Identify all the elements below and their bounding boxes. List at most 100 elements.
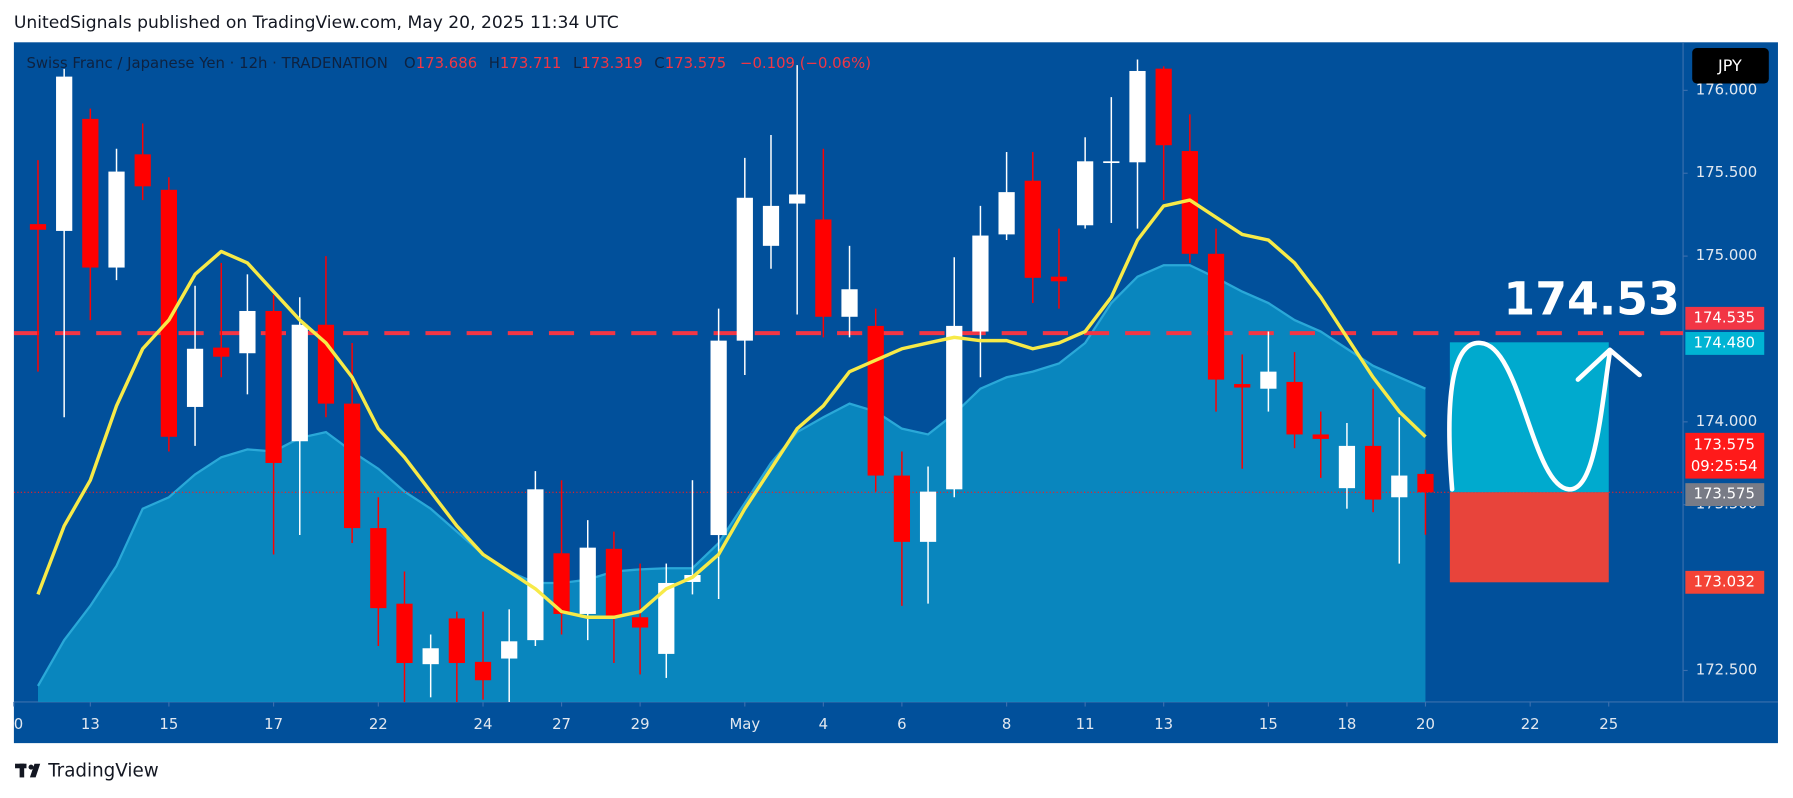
- legend: Swiss Franc / Japanese Yen · 12h · TRADE…: [26, 54, 871, 72]
- legend-key: H: [489, 54, 500, 72]
- candle-body: [815, 219, 832, 317]
- brand-logo: [15, 763, 41, 778]
- candle-body: [605, 548, 623, 618]
- y-tick-label: 175.000: [1696, 246, 1757, 264]
- brand-name: TradingView: [47, 761, 159, 782]
- legend-key: O: [404, 54, 416, 72]
- x-tick-label: 11: [1076, 715, 1095, 733]
- legend-key: C: [654, 54, 664, 72]
- x-tick-label: 22: [1521, 715, 1540, 733]
- candle-body: [1364, 445, 1382, 500]
- candle-body: [186, 348, 204, 407]
- x-tick-label: 15: [159, 715, 178, 733]
- candle-body: [474, 661, 492, 681]
- candle-body: [501, 641, 518, 659]
- x-tick-label: 15: [1259, 715, 1278, 733]
- candle-body: [1234, 384, 1251, 388]
- candle-body: [1181, 151, 1198, 254]
- candle-body: [317, 324, 335, 404]
- logo-part: [19, 763, 25, 778]
- current-price-tag-box: [1685, 432, 1765, 479]
- x-tick-label: 27: [552, 715, 571, 733]
- candle-body: [239, 310, 256, 354]
- current-price-tag-label: 173.575: [1693, 435, 1754, 453]
- candle-body: [1260, 371, 1277, 389]
- candle-body: [893, 475, 911, 542]
- candle-body: [56, 76, 73, 231]
- x-tick-label: 24: [474, 715, 493, 733]
- legend-key: L: [573, 54, 582, 72]
- entry-tag-box: [1685, 483, 1765, 507]
- candle-body: [1077, 161, 1094, 226]
- candle-body: [29, 224, 47, 230]
- target-tag-box: [1685, 332, 1765, 355]
- logo-part: [28, 764, 34, 770]
- candle-body: [422, 648, 439, 665]
- resistance-tag-box: [1685, 306, 1765, 330]
- candle-body: [160, 189, 177, 437]
- stop-tag-box: [1685, 570, 1765, 594]
- currency-button[interactable]: [1692, 48, 1769, 84]
- legend-value: 173.711: [500, 54, 561, 72]
- candle-body: [82, 118, 99, 268]
- candle-body: [658, 582, 675, 654]
- candle-body: [344, 403, 361, 529]
- candle-body: [134, 154, 151, 187]
- entry-tag-label: 173.575: [1693, 485, 1754, 503]
- candle-body: [579, 547, 596, 614]
- x-tick-label: 8: [1002, 715, 1011, 733]
- legend-value: 173.319: [581, 54, 642, 72]
- candle-body: [841, 289, 858, 317]
- logo-part: [29, 763, 41, 778]
- stop-tag-label: 173.032: [1693, 572, 1754, 590]
- x-tick-label: 18: [1337, 715, 1356, 733]
- x-tick-label: 0: [14, 715, 23, 733]
- candle-body: [1050, 276, 1068, 282]
- candle-body: [1286, 381, 1303, 435]
- candle-body: [972, 235, 989, 332]
- candle-body: [631, 617, 649, 628]
- target-zone: [1449, 342, 1609, 493]
- candle-body: [1312, 434, 1329, 439]
- candle-body: [1155, 68, 1172, 146]
- candle-body: [1338, 445, 1356, 489]
- candle-body: [789, 194, 806, 204]
- candle-body: [527, 489, 544, 641]
- plot-area: [13, 59, 1684, 702]
- legend-value: 173.575: [665, 54, 726, 72]
- x-tick-label: 13: [1154, 715, 1173, 733]
- annotation: 174.53: [1503, 272, 1679, 325]
- target-tag-label: 174.480: [1693, 333, 1754, 351]
- y-tick-label: 176.000: [1696, 80, 1757, 98]
- candle-body: [736, 197, 753, 341]
- candle-body: [762, 205, 780, 246]
- legend-value: 173.686: [416, 54, 477, 72]
- candle-body: [291, 324, 308, 442]
- candle-body: [998, 192, 1015, 235]
- candle-body: [1129, 70, 1146, 163]
- candle-body: [448, 618, 465, 664]
- stop-zone: [1449, 492, 1609, 583]
- candle-body: [396, 603, 413, 664]
- candle-body: [1024, 180, 1041, 278]
- candle-body: [370, 528, 387, 609]
- publisher-line: UnitedSignals published on TradingView.c…: [14, 13, 619, 33]
- indicator-line: [36, 198, 1427, 619]
- x-tick-label: 17: [264, 715, 283, 733]
- candle-body: [1207, 253, 1225, 380]
- y-tick-label: 174.000: [1696, 412, 1757, 430]
- wave-arrow: [1447, 340, 1613, 492]
- candle-body: [108, 171, 125, 268]
- candle-body: [265, 310, 282, 463]
- x-tick-label: 6: [897, 715, 906, 733]
- currency-button-label[interactable]: JPY: [1717, 56, 1742, 75]
- y-tick-label: 175.500: [1696, 163, 1757, 181]
- candle-body: [919, 491, 937, 542]
- arrow-head: [1575, 347, 1642, 382]
- candle-body: [553, 553, 570, 614]
- x-tick-label: May: [729, 715, 760, 733]
- candle-body: [867, 325, 884, 476]
- resistance-tag-label: 174.535: [1693, 308, 1754, 326]
- candle-body: [710, 340, 727, 536]
- legend-change: −0.109 (−0.06%): [740, 54, 871, 72]
